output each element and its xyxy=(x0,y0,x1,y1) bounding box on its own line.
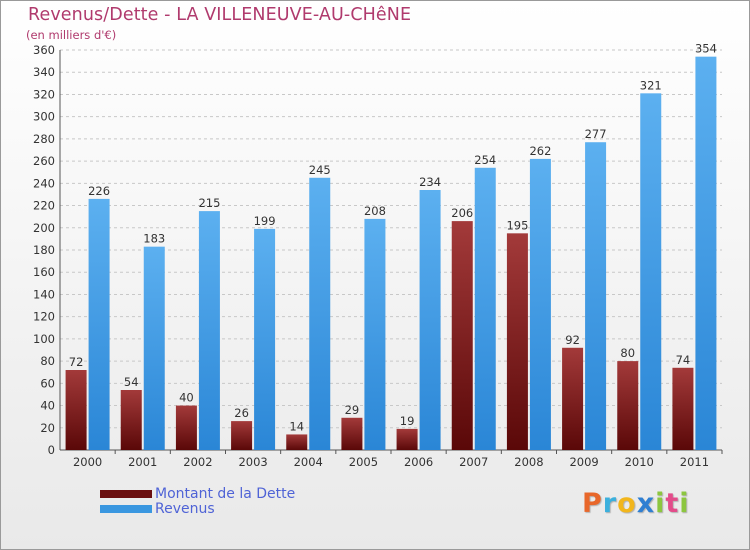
proxiti-logo: Proxiti xyxy=(582,488,690,519)
data-label: 226 xyxy=(88,184,110,198)
y-tick-label: 280 xyxy=(33,132,55,146)
logo-letter: i xyxy=(655,488,666,519)
data-label: 206 xyxy=(451,206,473,220)
chart-title: Revenus/Dette - LA VILLENEUVE-AU-CHêNE xyxy=(28,5,412,25)
chart-subtitle: (en milliers d'€) xyxy=(26,28,117,42)
data-label: 29 xyxy=(345,403,360,417)
data-label: 26 xyxy=(234,406,249,420)
data-label: 183 xyxy=(143,232,165,246)
x-tick-label: 2008 xyxy=(514,455,543,469)
legend-label-dette: Montant de la Dette xyxy=(155,486,296,502)
y-tick-label: 260 xyxy=(33,154,55,168)
logo-letter: t xyxy=(665,488,680,519)
data-label: 80 xyxy=(620,346,635,360)
data-label: 19 xyxy=(400,414,415,428)
y-tick-label: 160 xyxy=(33,265,55,279)
bar-revenus xyxy=(529,158,551,450)
y-tick-label: 0 xyxy=(48,443,55,457)
x-tick-label: 2002 xyxy=(183,455,212,469)
data-label: 92 xyxy=(565,333,580,347)
bar-dette xyxy=(231,421,253,450)
x-tick-label: 2005 xyxy=(349,455,378,469)
x-tick-label: 2004 xyxy=(294,455,323,469)
data-label: 245 xyxy=(309,163,331,177)
bar-revenus xyxy=(198,211,220,450)
bar-dette xyxy=(341,417,363,450)
y-tick-label: 20 xyxy=(40,421,55,435)
bar-dette xyxy=(286,434,308,450)
bar-revenus xyxy=(309,177,331,450)
y-tick-label: 300 xyxy=(33,110,55,124)
y-tick-label: 180 xyxy=(33,243,55,257)
data-label: 199 xyxy=(254,214,276,228)
bar-dette xyxy=(65,370,87,450)
bar-revenus xyxy=(254,228,276,450)
bar-dette xyxy=(672,367,694,450)
logo-letter: o xyxy=(617,488,637,519)
x-tick-label: 2001 xyxy=(128,455,157,469)
x-tick-label: 2010 xyxy=(625,455,654,469)
logo-letter: i xyxy=(679,488,690,519)
bar-dette xyxy=(562,347,584,450)
y-tick-label: 360 xyxy=(33,43,55,57)
legend-label-revenus: Revenus xyxy=(155,501,215,517)
data-label: 208 xyxy=(364,204,386,218)
legend-swatch-dette xyxy=(100,490,152,498)
data-label: 254 xyxy=(474,153,496,167)
bar-revenus xyxy=(474,167,496,450)
data-label: 215 xyxy=(198,196,220,210)
data-label: 262 xyxy=(529,144,551,158)
data-label: 72 xyxy=(69,355,84,369)
bar-dette xyxy=(120,390,142,450)
y-tick-label: 220 xyxy=(33,199,55,213)
y-tick-label: 320 xyxy=(33,87,55,101)
bar-revenus xyxy=(585,142,607,450)
logo-letter: r xyxy=(602,488,618,519)
bar-revenus xyxy=(143,246,165,450)
y-tick-label: 100 xyxy=(33,332,55,346)
x-tick-label: 2006 xyxy=(404,455,433,469)
logo-letter: P xyxy=(582,488,603,519)
data-label: 354 xyxy=(695,42,717,56)
x-tick-label: 2009 xyxy=(569,455,598,469)
y-tick-label: 140 xyxy=(33,287,55,301)
y-tick-label: 240 xyxy=(33,176,55,190)
x-tick-label: 2007 xyxy=(459,455,488,469)
y-tick-label: 60 xyxy=(40,376,55,390)
data-label: 277 xyxy=(585,127,607,141)
y-tick-label: 120 xyxy=(33,310,55,324)
y-tick-label: 40 xyxy=(40,399,55,413)
bar-dette xyxy=(617,361,639,450)
bar-dette xyxy=(175,405,197,450)
bar-revenus xyxy=(364,218,386,450)
data-label: 40 xyxy=(179,391,194,405)
y-tick-label: 80 xyxy=(40,354,55,368)
bar-revenus xyxy=(419,190,441,450)
y-tick-label: 200 xyxy=(33,221,55,235)
bar-revenus xyxy=(640,93,662,450)
y-tick-label: 340 xyxy=(33,65,55,79)
x-tick-label: 2003 xyxy=(238,455,267,469)
data-label: 195 xyxy=(506,218,528,232)
logo-letter: x xyxy=(636,488,656,519)
legend-swatch-revenus xyxy=(100,505,152,513)
bar-revenus xyxy=(88,198,110,450)
bar-dette xyxy=(506,233,528,450)
x-tick-label: 2000 xyxy=(73,455,102,469)
bar-revenus xyxy=(695,56,717,451)
data-label: 14 xyxy=(289,419,304,433)
bar-dette xyxy=(396,428,418,450)
data-label: 74 xyxy=(676,353,691,367)
bar-dette xyxy=(451,221,473,450)
data-label: 234 xyxy=(419,175,441,189)
data-label: 321 xyxy=(640,78,662,92)
data-label: 54 xyxy=(124,375,139,389)
x-tick-label: 2011 xyxy=(680,455,709,469)
